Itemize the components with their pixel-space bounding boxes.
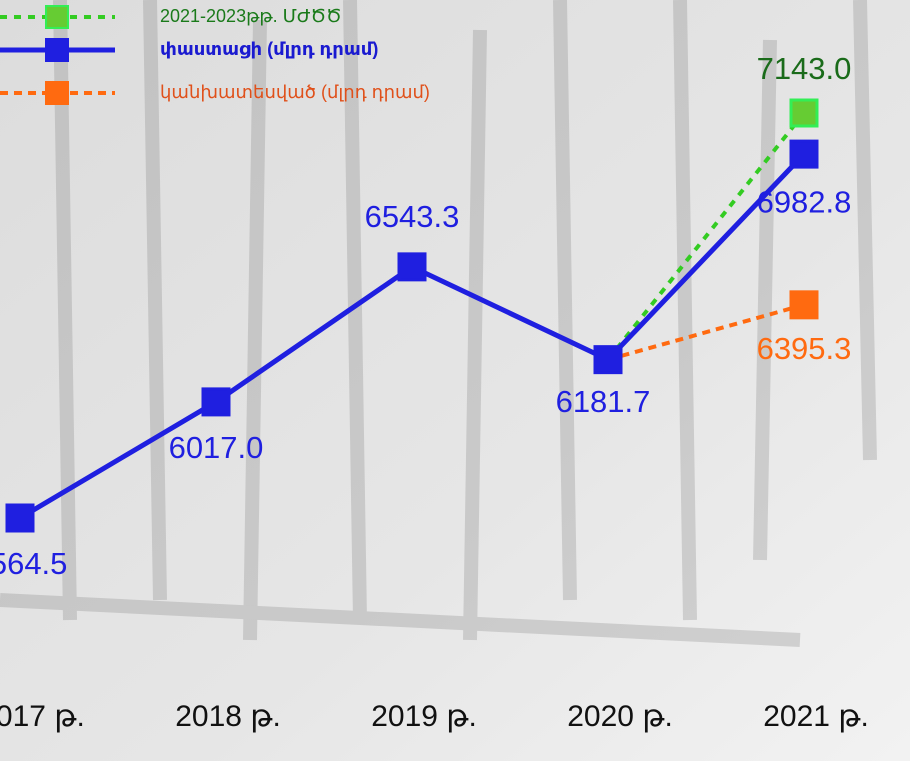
data-point — [399, 254, 425, 280]
chart: 2017 թ. 2018 թ. 2019 թ. 2020 թ. 2021 թ. 7143.… — [0, 0, 910, 761]
data-label: 6017.0 — [169, 430, 264, 465]
data-label: 6395.3 — [757, 331, 852, 366]
x-tick-label: 2020 թ. — [567, 700, 673, 733]
legend-marker — [46, 39, 68, 61]
page: 2017 թ. 2018 թ. 2019 թ. 2020 թ. 2021 թ. 7143.… — [0, 0, 910, 761]
data-point — [203, 389, 229, 415]
legend-label: 2021-2023թթ. ՄԺԾԾ — [160, 6, 342, 26]
data-label: 6181.7 — [556, 384, 651, 419]
data-point — [595, 347, 621, 373]
data-label: 6982.8 — [757, 184, 852, 219]
data-point — [791, 292, 817, 318]
x-tick-label: 2018 թ. — [175, 700, 281, 733]
legend-label: կանխատեսված (մլրդ դրամ) — [160, 82, 430, 102]
x-tick-label: 2017 թ. — [0, 700, 85, 733]
data-label: 6543.3 — [365, 199, 460, 234]
data-point — [791, 100, 817, 126]
legend-marker — [46, 82, 68, 104]
x-tick-label: 2019 թ. — [371, 700, 477, 733]
data-label: 5564.5 — [0, 546, 67, 581]
legend-label: փաստացի (մլրդ դրամ) — [160, 39, 378, 59]
legend-marker — [46, 6, 68, 28]
data-point — [791, 141, 817, 167]
data-label: 7143.0 — [757, 51, 852, 86]
data-point — [7, 505, 33, 531]
x-tick-label: 2021 թ. — [763, 700, 869, 733]
